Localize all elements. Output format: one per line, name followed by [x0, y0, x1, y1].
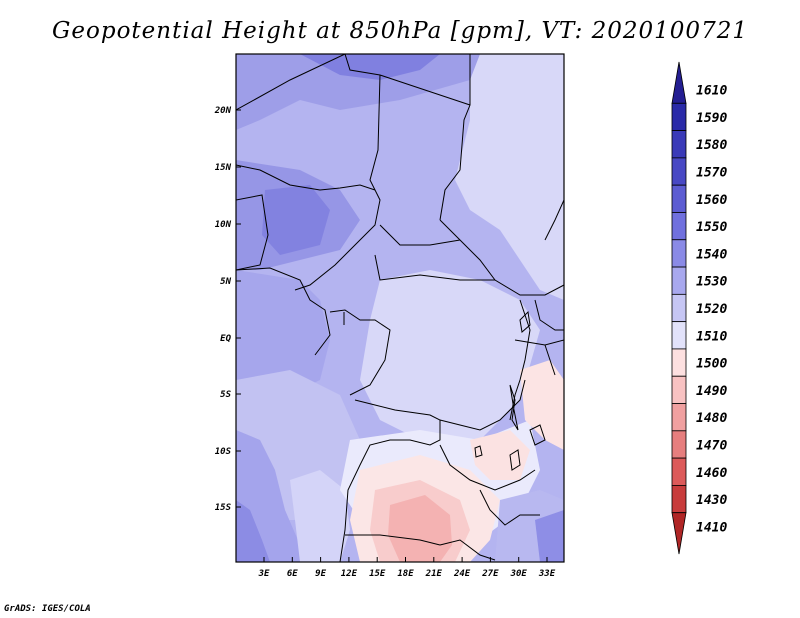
colorbar-cell	[671, 348, 687, 377]
colorbar-cell	[671, 157, 687, 186]
colorbar-label: 1570	[696, 166, 727, 181]
colorbar-cell	[671, 293, 687, 323]
lon-tick-label: 12E	[341, 569, 358, 579]
credit-text: GrADS: IGES/COLA	[4, 604, 91, 614]
colorbar-label: 1520	[696, 302, 727, 317]
colorbar-label: 1470	[696, 438, 727, 453]
lon-tick-label: 3E	[258, 569, 270, 579]
lat-tick-label: 15N	[215, 163, 232, 173]
lat-tick-label: 5S	[220, 390, 231, 400]
colorbar-cell	[671, 375, 687, 404]
lat-tick-label: 15S	[215, 503, 232, 513]
colorbar-label: 1580	[696, 138, 727, 153]
lat-tick-label: 20N	[214, 106, 232, 116]
lat-tick-label: 5N	[220, 277, 231, 287]
colorbar-label: 1460	[696, 466, 727, 481]
height-field	[236, 54, 564, 562]
colorbar-label: 1500	[696, 357, 727, 372]
colorbar-cell	[671, 130, 687, 159]
lon-tick-label: 15E	[369, 569, 386, 579]
lon-tick-label: 24E	[453, 569, 471, 579]
latitude-axis: 20N 15N 10N 5N EQ 5S 10S 15S	[214, 106, 241, 513]
colorbar-cell	[671, 184, 687, 213]
lon-tick-label: 18E	[397, 569, 414, 579]
colorbar-cell	[671, 485, 687, 514]
lat-tick-label: EQ	[220, 334, 231, 344]
colorbar-label: 1550	[696, 220, 727, 235]
colorbar-cell	[671, 512, 687, 555]
lat-tick-label: 10N	[215, 220, 232, 230]
chart-title: Geopotential Height at 850hPa [gpm], VT:…	[52, 18, 748, 44]
colorbar-label: 1530	[696, 275, 727, 290]
colorbar-label: 1560	[696, 193, 727, 208]
lon-tick-label: 6E	[287, 569, 298, 579]
lon-tick-label: 9E	[315, 569, 326, 579]
colorbar: 1610 1590 1580 1570 1560 1550 1540 1530 1520 1510…	[671, 61, 727, 555]
lon-tick-label: 27E	[481, 569, 499, 579]
colorbar-cell	[671, 403, 687, 432]
colorbar-label: 1590	[696, 111, 727, 126]
colorbar-label: 1410	[696, 520, 727, 535]
colorbar-cell	[671, 239, 687, 268]
colorbar-cell	[671, 266, 687, 295]
lat-tick-label: 10S	[215, 447, 232, 457]
lakes	[474, 310, 546, 471]
longitude-axis: 3E 6E 9E 12E 15E 18E 21E 24E 27E 30E 33E	[258, 557, 556, 579]
colorbar-label: 1610	[696, 84, 727, 99]
lon-tick-label: 33E	[538, 569, 556, 579]
lon-tick-label: 30E	[510, 569, 528, 579]
colorbar-label: 1430	[696, 493, 727, 508]
colorbar-cell	[671, 61, 687, 104]
colorbar-label: 1490	[696, 384, 727, 399]
colorbar-label: 1480	[696, 411, 727, 426]
colorbar-cell	[671, 212, 687, 241]
colorbar-label: 1540	[696, 247, 727, 262]
country-borders	[236, 54, 564, 562]
colorbar-cell	[671, 457, 687, 486]
lon-tick-label: 21E	[425, 569, 443, 579]
map-frame	[235, 53, 565, 563]
colorbar-cell	[671, 321, 687, 350]
colorbar-cell	[671, 102, 687, 131]
colorbar-cell	[671, 430, 687, 459]
colorbar-label: 1510	[696, 329, 727, 344]
